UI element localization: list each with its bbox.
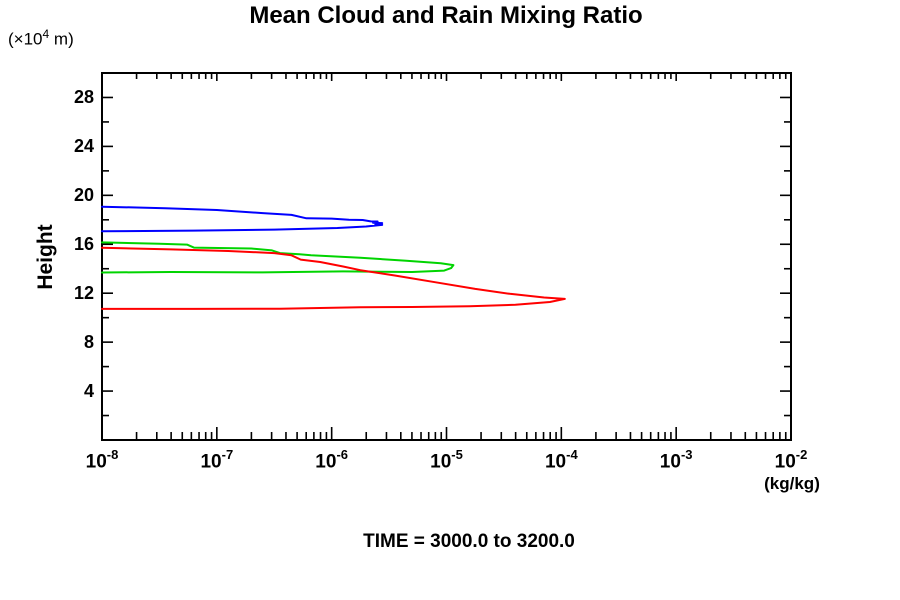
x-tick-base: 10 — [315, 451, 337, 473]
y-unit-suffix: m) — [49, 29, 74, 49]
x-tick-base: 10 — [774, 451, 796, 473]
x-tick-label: 10-2 — [774, 447, 808, 473]
x-tick-exponent: -6 — [336, 447, 349, 462]
x-tick-exponent: -7 — [221, 447, 234, 462]
y-tick-label: 20 — [73, 185, 94, 206]
y-axis-unit-label: (×104 m) — [8, 27, 74, 50]
y-tick-label: 8 — [83, 332, 94, 353]
x-tick-base: 10 — [200, 451, 222, 473]
x-axis-unit-label: (kg/kg) — [764, 474, 820, 493]
x-tick-label: 10-3 — [659, 447, 693, 473]
x-tick-label: 10-6 — [315, 447, 349, 473]
curve-green-profile — [101, 241, 455, 274]
plot-border — [101, 72, 792, 441]
curve-blue-profile — [101, 205, 384, 233]
x-tick-label: 10-7 — [200, 447, 234, 473]
chart-title: Mean Cloud and Rain Mixing Ratio — [249, 2, 643, 29]
y-tick-label: 4 — [83, 381, 94, 402]
x-tick-label: 10-5 — [430, 447, 463, 473]
y-tick-label: 28 — [73, 87, 94, 108]
y-unit-prefix: (×10 — [8, 29, 43, 49]
x-tick-base: 10 — [430, 451, 452, 473]
y-tick-label: 16 — [73, 234, 94, 255]
x-tick-base: 10 — [544, 451, 567, 473]
x-tick-exponent: -3 — [680, 447, 693, 462]
x-tick-exponent: -2 — [795, 447, 808, 462]
curve-red-profile — [101, 246, 566, 310]
x-tick-label: 10-8 — [85, 447, 119, 473]
x-tick-exponent: -8 — [106, 447, 119, 462]
x-tick-label: 10-4 — [544, 447, 578, 473]
y-tick-label: 24 — [73, 136, 94, 157]
x-tick-exponent: -4 — [566, 447, 578, 462]
x-tick-base: 10 — [659, 451, 681, 473]
x-tick-base: 10 — [85, 451, 107, 473]
y-unit-exponent: 4 — [42, 27, 50, 41]
x-tick-exponent: -5 — [451, 447, 463, 462]
time-range-caption: TIME = 3000.0 to 3200.0 — [363, 531, 575, 552]
y-tick-label: 12 — [73, 283, 94, 304]
